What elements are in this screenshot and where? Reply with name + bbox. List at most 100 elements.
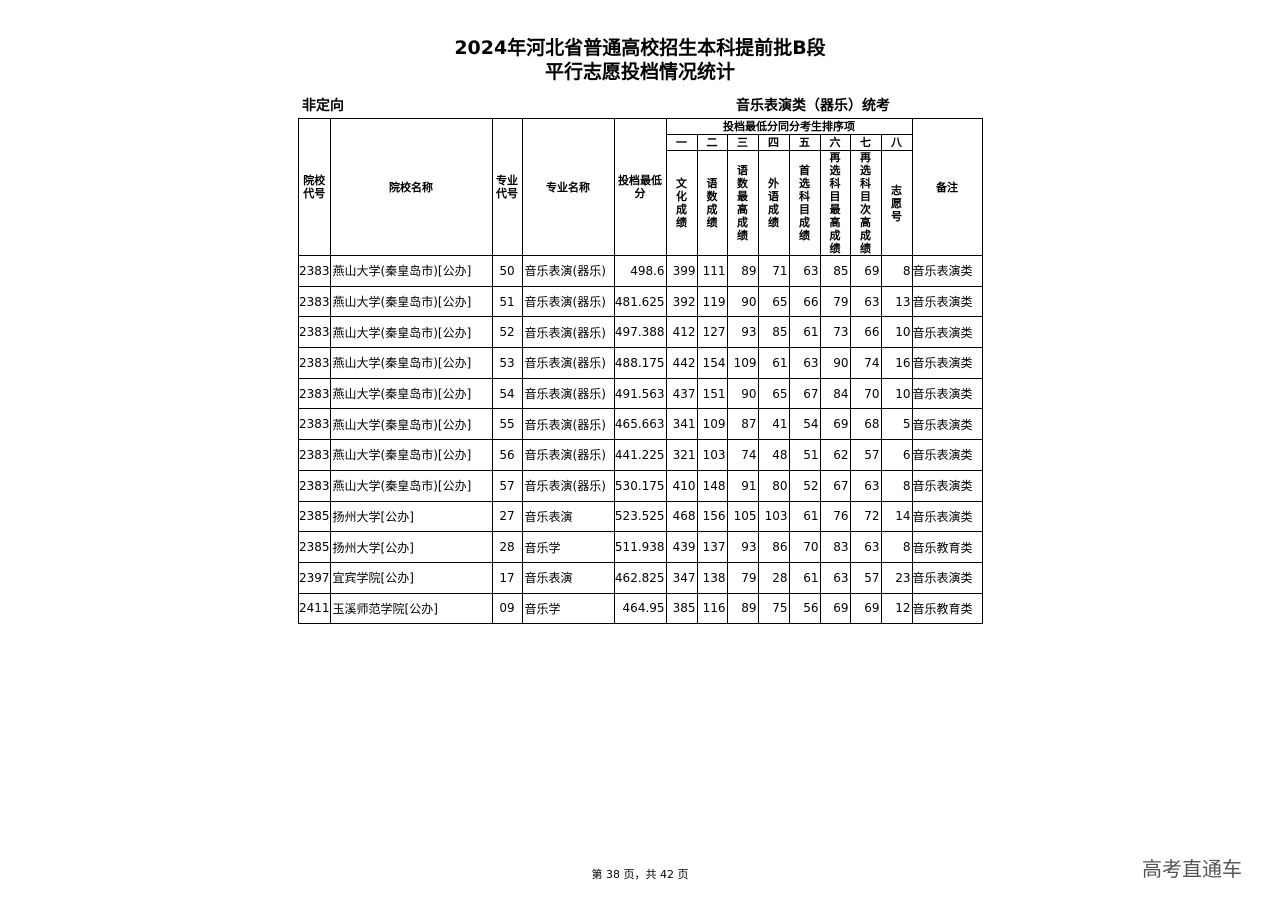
cell-preference-number: 5 (880, 408, 913, 441)
cell-min-score: 465.663 (613, 408, 667, 441)
header-order-8: 八 (880, 134, 913, 151)
cell-chinese-math-score: 111 (696, 255, 728, 287)
cell-major-name: 音乐表演 (521, 500, 615, 533)
cell-first-subject-score: 61 (788, 316, 821, 349)
cell-school-name: 玉溪师范学院[公办] (329, 592, 493, 625)
cell-first-subject-score: 56 (788, 592, 821, 625)
cell-remark: 音乐表演类 (911, 347, 983, 379)
cell-school-name: 燕山大学(秦皇岛市)[公办] (329, 285, 493, 318)
cell-culture-score: 399 (665, 255, 698, 287)
header-order-1: 一 (665, 134, 698, 151)
cell-culture-score: 392 (665, 285, 698, 318)
cell-school-code: 2383 (298, 408, 331, 441)
cell-school-code: 2397 (298, 561, 331, 594)
cell-major-code: 51 (491, 285, 523, 318)
cell-preference-number: 12 (880, 592, 913, 625)
cell-chinese-math-score: 103 (696, 439, 728, 471)
cell-second-subject-max: 83 (819, 531, 851, 563)
cell-major-name: 音乐表演(器乐) (521, 439, 615, 471)
cell-major-code: 17 (491, 561, 523, 594)
cell-remark: 音乐表演类 (911, 377, 983, 410)
cell-preference-number: 16 (880, 347, 913, 379)
cell-min-score: 497.388 (613, 316, 667, 349)
cell-min-score: 488.175 (613, 347, 667, 379)
cell-major-name: 音乐表演(器乐) (521, 469, 615, 502)
cell-min-score: 462.825 (613, 561, 667, 594)
table-row: 2411 玉溪师范学院[公办] 09 音乐学 464.95 385 116 89 75 56 69 6… (298, 592, 983, 625)
cell-foreign-language-score: 75 (757, 592, 790, 625)
cell-chinese-math-score: 109 (696, 408, 728, 441)
cell-major-code: 28 (491, 531, 523, 563)
cell-school-code: 2411 (298, 592, 331, 625)
cell-first-subject-score: 61 (788, 561, 821, 594)
admission-table: 院校代号 院校名称 专业代号 专业名称 投档最低分 投档最低分同分考生排序项 备… (298, 118, 983, 625)
cell-culture-score: 321 (665, 439, 698, 471)
cell-preference-number: 10 (880, 316, 913, 349)
cell-first-subject-score: 66 (788, 285, 821, 318)
cell-second-subject-second: 57 (849, 561, 882, 594)
cell-second-subject-max: 79 (819, 285, 851, 318)
cell-school-name: 燕山大学(秦皇岛市)[公办] (329, 469, 493, 502)
cell-culture-score: 442 (665, 347, 698, 379)
cell-second-subject-max: 67 (819, 469, 851, 502)
cell-preference-number: 23 (880, 561, 913, 594)
cell-school-code: 2385 (298, 531, 331, 563)
cell-foreign-language-score: 103 (757, 500, 790, 533)
cell-school-code: 2383 (298, 347, 331, 379)
header-item-4: 外语成绩 (757, 150, 790, 256)
cell-remark: 音乐表演类 (911, 255, 983, 287)
cell-school-name: 燕山大学(秦皇岛市)[公办] (329, 408, 493, 441)
cell-first-subject-score: 67 (788, 377, 821, 410)
cell-school-name: 燕山大学(秦皇岛市)[公办] (329, 316, 493, 349)
header-order-4: 四 (757, 134, 790, 151)
cell-min-score: 511.938 (613, 531, 667, 563)
cell-second-subject-second: 69 (849, 255, 882, 287)
table-row: 2383 燕山大学(秦皇岛市)[公办] 54 音乐表演(器乐) 491.563 437 15… (298, 377, 983, 410)
cell-major-code: 56 (491, 439, 523, 471)
header-min-score: 投档最低分 (613, 118, 667, 256)
cell-chinese-math-max: 105 (726, 500, 759, 533)
cell-school-name: 宜宾学院[公办] (329, 561, 493, 594)
header-item-5: 首选科目成绩 (788, 150, 821, 256)
cell-school-code: 2383 (298, 439, 331, 471)
header-item-1: 文化成绩 (665, 150, 698, 256)
header-item-7: 再选科目次高成绩 (849, 150, 882, 256)
cell-chinese-math-score: 137 (696, 531, 728, 563)
cell-chinese-math-max: 91 (726, 469, 759, 502)
cell-remark: 音乐教育类 (911, 592, 983, 625)
cell-second-subject-max: 76 (819, 500, 851, 533)
cell-foreign-language-score: 41 (757, 408, 790, 441)
header-order-7: 七 (849, 134, 882, 151)
cell-major-name: 音乐学 (521, 592, 615, 625)
cell-foreign-language-score: 71 (757, 255, 790, 287)
cell-second-subject-second: 74 (849, 347, 882, 379)
cell-foreign-language-score: 61 (757, 347, 790, 379)
cell-remark: 音乐表演类 (911, 285, 983, 318)
cell-school-name: 燕山大学(秦皇岛市)[公办] (329, 347, 493, 379)
cell-foreign-language-score: 86 (757, 531, 790, 563)
cell-second-subject-second: 57 (849, 439, 882, 471)
cell-major-code: 27 (491, 500, 523, 533)
cell-chinese-math-score: 119 (696, 285, 728, 318)
cell-major-name: 音乐表演(器乐) (521, 377, 615, 410)
header-item-3: 语数最高成绩 (726, 150, 759, 256)
table-row: 2397 宜宾学院[公办] 17 音乐表演 462.825 347 138 79 28 61 63 5… (298, 561, 983, 594)
cell-chinese-math-max: 74 (726, 439, 759, 471)
cell-second-subject-max: 69 (819, 408, 851, 441)
header-item-2: 语数成绩 (696, 150, 728, 256)
cell-preference-number: 10 (880, 377, 913, 410)
cell-school-name: 燕山大学(秦皇岛市)[公办] (329, 439, 493, 471)
cell-chinese-math-max: 87 (726, 408, 759, 441)
header-item-6: 再选科目最高成绩 (819, 150, 851, 256)
cell-culture-score: 385 (665, 592, 698, 625)
cell-second-subject-max: 63 (819, 561, 851, 594)
cell-school-code: 2383 (298, 285, 331, 318)
cell-first-subject-score: 63 (788, 255, 821, 287)
cell-preference-number: 8 (880, 469, 913, 502)
cell-major-name: 音乐表演(器乐) (521, 347, 615, 379)
cell-major-code: 55 (491, 408, 523, 441)
cell-chinese-math-score: 154 (696, 347, 728, 379)
cell-foreign-language-score: 80 (757, 469, 790, 502)
header-order-2: 二 (696, 134, 728, 151)
cell-school-code: 2383 (298, 469, 331, 502)
